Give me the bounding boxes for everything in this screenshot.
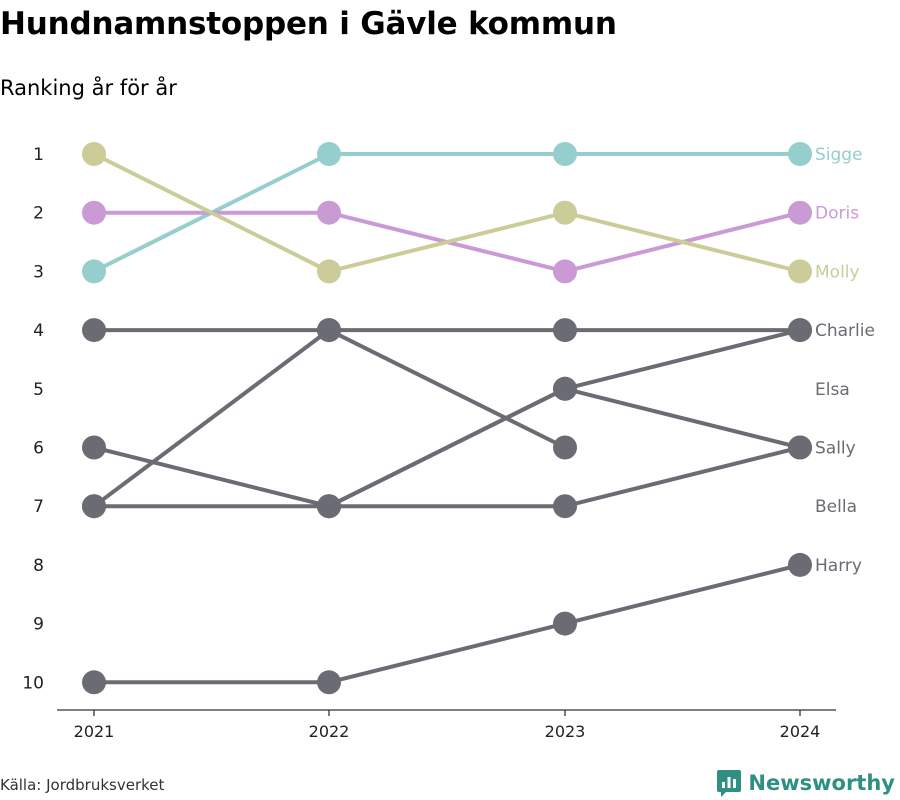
- y-tick-label: 2: [33, 204, 44, 224]
- series-line-segment: [92, 328, 331, 509]
- y-tick-label: 10: [22, 673, 44, 693]
- data-point[interactable]: [553, 318, 577, 343]
- data-point[interactable]: [553, 142, 577, 166]
- data-point[interactable]: [82, 435, 106, 460]
- source-note: Källa: Jordbruksverket: [0, 776, 165, 794]
- y-tick-label: 4: [33, 321, 44, 341]
- series-line-segment: [92, 152, 331, 274]
- data-point[interactable]: [788, 318, 812, 343]
- chart-subtitle: Ranking år för år: [0, 76, 177, 100]
- series-line-segment: [563, 210, 802, 274]
- data-point[interactable]: [317, 494, 341, 519]
- series-harry: [82, 552, 812, 695]
- data-point[interactable]: [553, 494, 577, 519]
- series-line-segment: [563, 445, 802, 509]
- data-point[interactable]: [317, 670, 341, 695]
- data-point[interactable]: [82, 670, 106, 695]
- series-molly: [82, 142, 812, 284]
- data-point[interactable]: [82, 494, 106, 519]
- data-point[interactable]: [788, 259, 812, 284]
- series-line-segment: [563, 328, 802, 391]
- data-point[interactable]: [317, 259, 341, 284]
- brand-logo[interactable]: Newsworthy: [716, 768, 895, 798]
- series-line-segment: [92, 445, 331, 509]
- data-point[interactable]: [553, 376, 577, 401]
- data-point[interactable]: [553, 200, 577, 225]
- series-end-label: Charlie: [815, 321, 875, 341]
- series-end-label: Elsa: [815, 380, 850, 400]
- y-tick-label: 1: [33, 145, 44, 165]
- series-line-segment: [327, 621, 567, 685]
- y-tick-label: 9: [33, 615, 44, 635]
- series-line-segment: [327, 328, 567, 450]
- x-tick-label: 2024: [780, 722, 821, 741]
- series-end-label: Sigge: [815, 145, 863, 165]
- x-tick-label: 2021: [74, 722, 115, 741]
- data-point[interactable]: [553, 611, 577, 636]
- series-end-label: Molly: [815, 262, 860, 282]
- y-tick-label: 7: [33, 497, 44, 517]
- series-end-label: Sally: [815, 439, 856, 459]
- chart-title: Hundnamnstoppen i Gävle kommun: [0, 6, 617, 42]
- data-point[interactable]: [788, 552, 812, 577]
- data-point[interactable]: [82, 200, 106, 225]
- series-unlabeled: [317, 318, 812, 519]
- brand-name: Newsworthy: [748, 771, 895, 795]
- series-line-segment: [563, 386, 802, 450]
- data-point[interactable]: [553, 435, 577, 460]
- data-point[interactable]: [82, 318, 106, 343]
- data-point[interactable]: [788, 200, 812, 225]
- data-point[interactable]: [82, 259, 106, 284]
- series-charlie: [82, 318, 812, 343]
- series-end-label: Bella: [815, 497, 857, 517]
- data-point[interactable]: [317, 318, 341, 343]
- y-tick-label: 5: [33, 380, 44, 400]
- y-tick-label: 6: [33, 439, 44, 459]
- series-line-segment: [563, 562, 802, 626]
- data-point[interactable]: [82, 142, 106, 166]
- series-line-segment: [327, 386, 567, 509]
- data-point[interactable]: [317, 142, 341, 166]
- x-tick-label: 2023: [545, 722, 586, 741]
- x-tick-label: 2022: [309, 722, 350, 741]
- series-end-label: Doris: [815, 204, 859, 224]
- series-end-label: Harry: [815, 556, 862, 576]
- data-point[interactable]: [317, 200, 341, 225]
- data-point[interactable]: [788, 435, 812, 460]
- series-line-segment: [327, 210, 567, 274]
- data-point[interactable]: [553, 259, 577, 284]
- y-tick-label: 3: [33, 262, 44, 282]
- y-tick-label: 8: [33, 556, 44, 576]
- newsworthy-logo-icon: [717, 770, 742, 797]
- data-point[interactable]: [788, 142, 812, 166]
